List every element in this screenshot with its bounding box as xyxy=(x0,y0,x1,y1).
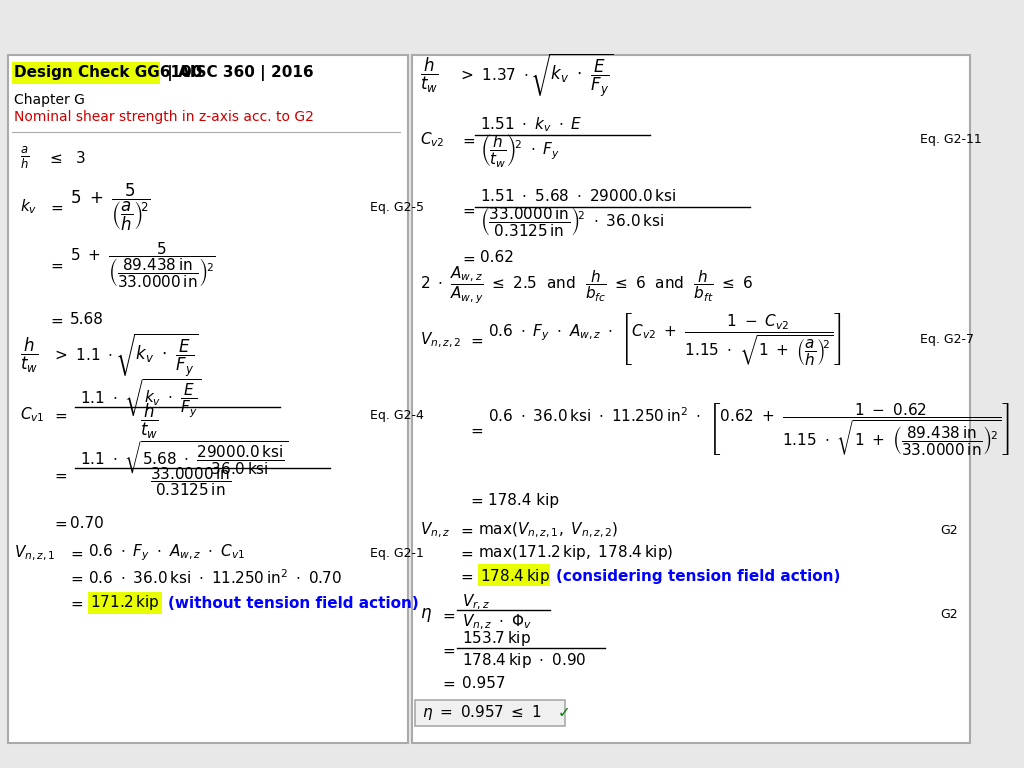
Text: Eq. G2-5: Eq. G2-5 xyxy=(370,200,424,214)
Text: $\dfrac{h}{t_w}$: $\dfrac{h}{t_w}$ xyxy=(140,402,159,441)
Text: $\dfrac{h}{t_w}$: $\dfrac{h}{t_w}$ xyxy=(420,55,438,94)
Text: $0.6\ \cdot\ F_y\ \cdot\ A_{w,z}\ \cdot\ C_{v1}$: $0.6\ \cdot\ F_y\ \cdot\ A_{w,z}\ \cdot\… xyxy=(88,543,245,563)
Text: $=$: $=$ xyxy=(440,607,456,623)
Text: $178.4\,\mathrm{kip}$: $178.4\,\mathrm{kip}$ xyxy=(480,567,550,585)
Text: $153.7\,\mathrm{kip}$: $153.7\,\mathrm{kip}$ xyxy=(462,628,531,647)
Text: Chapter G: Chapter G xyxy=(14,93,85,107)
Text: $V_{n,z,2}$: $V_{n,z,2}$ xyxy=(420,330,462,349)
Text: ✓: ✓ xyxy=(558,706,570,720)
Text: 178.4 kip: 178.4 kip xyxy=(488,492,559,508)
Text: (considering tension field action): (considering tension field action) xyxy=(556,568,841,584)
Text: 0.62: 0.62 xyxy=(480,250,514,266)
Text: $=$: $=$ xyxy=(468,333,484,347)
Text: $=$: $=$ xyxy=(460,203,476,217)
Text: Eq. G2-7: Eq. G2-7 xyxy=(920,333,974,346)
Text: Eq. G2-4: Eq. G2-4 xyxy=(370,409,424,422)
Text: $=$: $=$ xyxy=(458,545,474,561)
Text: $\left(\dfrac{h}{t_w}\right)^{\!2}\ \cdot\ F_y$: $\left(\dfrac{h}{t_w}\right)^{\!2}\ \cdo… xyxy=(480,131,560,168)
Text: $V_{n,z,1}$: $V_{n,z,1}$ xyxy=(14,543,55,563)
Text: $k_v$: $k_v$ xyxy=(20,197,37,217)
Text: $=$: $=$ xyxy=(48,200,65,214)
Text: $\eta\ =\ 0.957\ \leq\ 1$: $\eta\ =\ 0.957\ \leq\ 1$ xyxy=(422,703,542,723)
Text: $=$: $=$ xyxy=(48,257,65,273)
Text: $=$: $=$ xyxy=(440,676,456,690)
Text: $V_{r,z}$: $V_{r,z}$ xyxy=(462,592,490,611)
Text: $1.1\ \cdot\ \sqrt{5.68\ \cdot\ \dfrac{29000.0\,\mathrm{ksi}}{36.0\,\mathrm{ksi}: $1.1\ \cdot\ \sqrt{5.68\ \cdot\ \dfrac{2… xyxy=(80,439,289,477)
Text: $\dfrac{h}{t_w}$: $\dfrac{h}{t_w}$ xyxy=(20,336,39,375)
Text: $=$: $=$ xyxy=(460,250,476,266)
Text: $171.2\,\mathrm{kip}$: $171.2\,\mathrm{kip}$ xyxy=(90,594,159,613)
Text: $5\ +\ \dfrac{5}{\left(\dfrac{89.438\,\mathrm{in}}{33.0000\,\mathrm{in}}\right)^: $5\ +\ \dfrac{5}{\left(\dfrac{89.438\,\m… xyxy=(70,240,215,290)
FancyBboxPatch shape xyxy=(8,55,408,743)
Text: $=$: $=$ xyxy=(52,468,69,482)
Text: $=$: $=$ xyxy=(458,522,474,538)
Text: $=$: $=$ xyxy=(48,313,65,327)
Text: $=$: $=$ xyxy=(458,568,474,584)
Text: $\mathrm{max}\left(171.2\,\mathrm{kip},\ 178.4\,\mathrm{kip}\right)$: $\mathrm{max}\left(171.2\,\mathrm{kip},\… xyxy=(478,544,674,562)
Text: $=$: $=$ xyxy=(468,422,484,438)
Text: $0.6\ \cdot\ 36.0\,\mathrm{ksi}\ \cdot\ 11.250\,\mathrm{in}^2\ \cdot\ 0.70$: $0.6\ \cdot\ 36.0\,\mathrm{ksi}\ \cdot\ … xyxy=(88,568,342,588)
Text: $=$: $=$ xyxy=(68,545,84,561)
Text: G2: G2 xyxy=(940,608,957,621)
FancyBboxPatch shape xyxy=(412,55,970,743)
Text: $C_{v1}$: $C_{v1}$ xyxy=(20,406,45,425)
Text: 0.957: 0.957 xyxy=(462,676,506,690)
FancyBboxPatch shape xyxy=(88,592,162,614)
Text: $0.6\ \cdot\ 36.0\,\mathrm{ksi}\ \cdot\ 11.250\,\mathrm{in}^2\ \cdot\ \left[0.62: $0.6\ \cdot\ 36.0\,\mathrm{ksi}\ \cdot\ … xyxy=(488,402,1010,458)
Text: (without tension field action): (without tension field action) xyxy=(168,595,419,611)
Text: $>\ 1.1\ \cdot$: $>\ 1.1\ \cdot$ xyxy=(52,347,113,363)
Text: $=$: $=$ xyxy=(52,408,69,422)
Text: $\mathrm{max}\left(V_{n,z,1},\ V_{n,z,2}\right)$: $\mathrm{max}\left(V_{n,z,1},\ V_{n,z,2}… xyxy=(478,521,618,540)
Text: $V_{n,z}$: $V_{n,z}$ xyxy=(420,521,451,540)
Text: $\eta$: $\eta$ xyxy=(420,606,432,624)
Text: $1.1\ \cdot\ \sqrt{k_v\ \cdot\ \dfrac{E}{F_y}}$: $1.1\ \cdot\ \sqrt{k_v\ \cdot\ \dfrac{E}… xyxy=(80,377,202,419)
Text: $C_{v2}$: $C_{v2}$ xyxy=(420,131,444,149)
Text: $2\ \cdot\ \dfrac{A_{w,z}}{A_{w,y}}\ \leq\ 2.5\ \ \mathrm{and}\ \ \dfrac{h}{b_{f: $2\ \cdot\ \dfrac{A_{w,z}}{A_{w,y}}\ \le… xyxy=(420,264,753,306)
FancyBboxPatch shape xyxy=(478,564,550,586)
Text: $=$: $=$ xyxy=(68,595,84,611)
Text: $>\ 1.37\ \cdot$: $>\ 1.37\ \cdot$ xyxy=(458,67,528,83)
Text: Eq. G2-1: Eq. G2-1 xyxy=(370,547,424,560)
Text: $=$: $=$ xyxy=(52,515,69,531)
Text: | AISC 360 | 2016: | AISC 360 | 2016 xyxy=(162,65,313,81)
Text: $1.51\ \cdot\ 5.68\ \cdot\ 29000.0\,\mathrm{ksi}$: $1.51\ \cdot\ 5.68\ \cdot\ 29000.0\,\mat… xyxy=(480,188,676,204)
Text: $=$: $=$ xyxy=(440,643,456,657)
Text: $\leq$  3: $\leq$ 3 xyxy=(47,150,86,166)
Text: $178.4\,\mathrm{kip}\ \cdot\ 0.90$: $178.4\,\mathrm{kip}\ \cdot\ 0.90$ xyxy=(462,650,587,670)
Text: Design Check GG6100: Design Check GG6100 xyxy=(14,65,203,81)
Text: $\sqrt{k_v\ \cdot\ \dfrac{E}{F_y}}$: $\sqrt{k_v\ \cdot\ \dfrac{E}{F_y}}$ xyxy=(115,331,199,379)
Text: G2: G2 xyxy=(940,524,957,537)
Text: $\left(\dfrac{33.0000\,\mathrm{in}}{0.3125\,\mathrm{in}}\right)^{\!2}\ \cdot\ 36: $\left(\dfrac{33.0000\,\mathrm{in}}{0.31… xyxy=(480,206,664,239)
Text: $5\ +\ \dfrac{5}{\left(\dfrac{a}{h}\right)^{\!2}}$: $5\ +\ \dfrac{5}{\left(\dfrac{a}{h}\righ… xyxy=(70,181,151,233)
Text: $=$: $=$ xyxy=(68,571,84,585)
Text: $1.51\ \cdot\ k_v\ \cdot\ E$: $1.51\ \cdot\ k_v\ \cdot\ E$ xyxy=(480,116,583,134)
Text: Nominal shear strength in z-axis acc. to G2: Nominal shear strength in z-axis acc. to… xyxy=(14,110,314,124)
Text: $V_{n,z}\ \cdot\ \Phi_v$: $V_{n,z}\ \cdot\ \Phi_v$ xyxy=(462,612,532,631)
Text: $=$: $=$ xyxy=(468,492,484,508)
Text: 0.70: 0.70 xyxy=(70,515,103,531)
Text: 5.68: 5.68 xyxy=(70,313,103,327)
Text: $=$: $=$ xyxy=(460,133,476,147)
Text: $\sqrt{k_v\ \cdot\ \dfrac{E}{F_y}}$: $\sqrt{k_v\ \cdot\ \dfrac{E}{F_y}}$ xyxy=(530,51,613,99)
FancyBboxPatch shape xyxy=(12,62,160,84)
FancyBboxPatch shape xyxy=(415,700,565,726)
Text: Eq. G2-11: Eq. G2-11 xyxy=(920,134,982,147)
Text: $0.6\ \cdot\ F_y\ \cdot\ A_{w,z}\ \cdot\ \left[C_{v2}\ +\ \dfrac{1\ -\ C_{v2}}{1: $0.6\ \cdot\ F_y\ \cdot\ A_{w,z}\ \cdot\… xyxy=(488,312,842,368)
Text: $\dfrac{33.0000\,\mathrm{in}}{0.3125\,\mathrm{in}}$: $\dfrac{33.0000\,\mathrm{in}}{0.3125\,\m… xyxy=(150,465,231,498)
Text: $\frac{a}{h}$: $\frac{a}{h}$ xyxy=(20,145,30,171)
